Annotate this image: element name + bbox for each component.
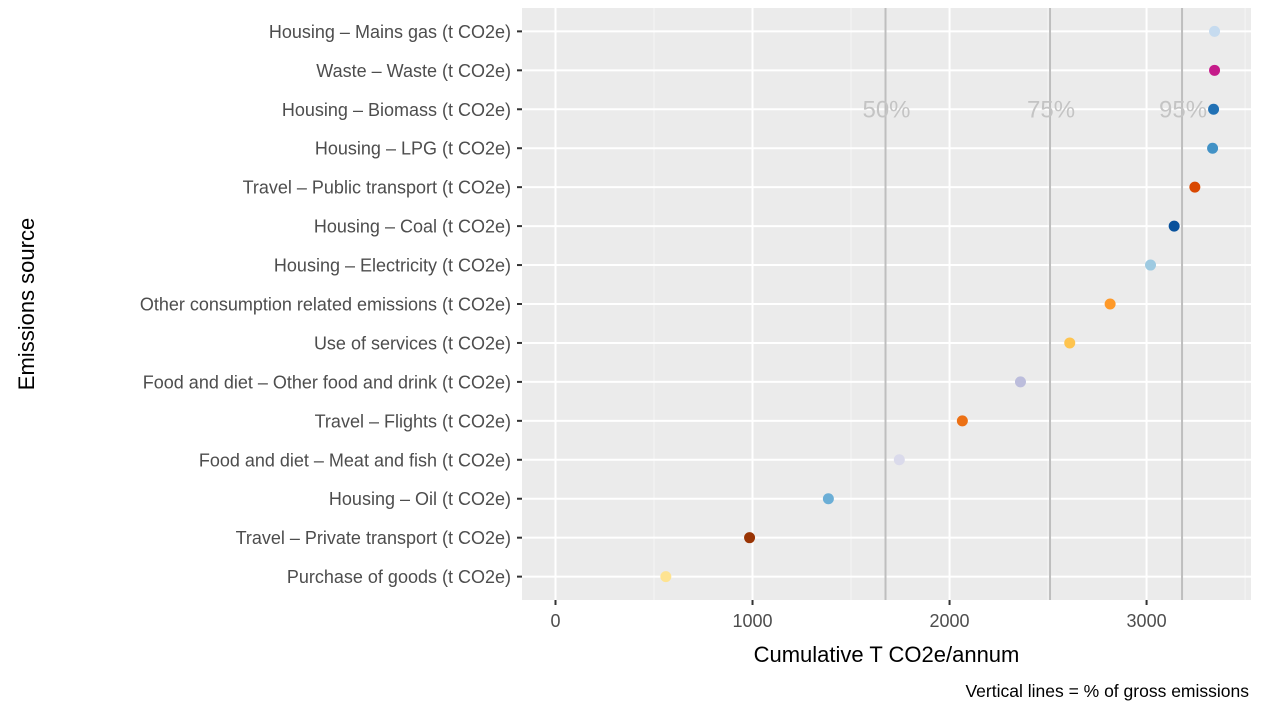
x-axis: 0 1000 2000 3000 <box>550 600 1167 631</box>
x-tick-label: 1000 <box>732 611 772 631</box>
data-point <box>893 454 905 466</box>
data-point <box>744 532 756 544</box>
chart-caption: Vertical lines = % of gross emissions <box>965 681 1249 701</box>
reference-lines: 50% 75% 95% <box>862 8 1207 600</box>
y-tick-label: Food and diet – Meat and fish (t CO2e) <box>199 450 511 470</box>
y-tick-label: Housing – Mains gas (t CO2e) <box>269 22 511 42</box>
y-axis-title: Emissions source <box>14 218 39 390</box>
x-tick-label: 0 <box>550 611 560 631</box>
y-tick-label: Travel – Public transport (t CO2e) <box>243 178 511 198</box>
reference-line-label: 95% <box>1159 96 1207 123</box>
y-tick-label: Housing – Oil (t CO2e) <box>329 489 511 509</box>
x-tick-label: 2000 <box>930 611 970 631</box>
y-tick-label: Food and diet – Other food and drink (t … <box>143 372 511 392</box>
data-points <box>660 25 1221 583</box>
data-point <box>1189 181 1201 193</box>
data-point <box>660 571 672 583</box>
y-tick-label: Housing – Electricity (t CO2e) <box>274 256 511 276</box>
data-point <box>1145 259 1157 271</box>
y-tick-label: Use of services (t CO2e) <box>314 333 511 353</box>
y-tick-label: Housing – LPG (t CO2e) <box>315 139 511 159</box>
y-tick-label: Purchase of goods (t CO2e) <box>287 567 511 587</box>
data-point <box>1209 64 1221 76</box>
y-tick-label: Waste – Waste (t CO2e) <box>316 61 511 81</box>
y-tick-label: Housing – Biomass (t CO2e) <box>282 100 511 120</box>
y-axis: Purchase of goods (t CO2e) Travel – Priva… <box>140 22 522 587</box>
data-point <box>956 415 968 427</box>
reference-line-label: 50% <box>862 96 910 123</box>
y-tick-label: Travel – Flights (t CO2e) <box>315 411 511 431</box>
data-point <box>1014 376 1026 388</box>
y-tick-label: Housing – Coal (t CO2e) <box>314 217 511 237</box>
x-tick-label: 3000 <box>1127 611 1167 631</box>
y-tick-label: Other consumption related emissions (t C… <box>140 295 511 315</box>
data-point <box>1207 142 1219 154</box>
reference-line-label: 75% <box>1027 96 1075 123</box>
x-axis-title: Cumulative T CO2e/annum <box>754 642 1020 667</box>
data-point <box>1104 298 1116 310</box>
y-tick-label: Travel – Private transport (t CO2e) <box>236 528 511 548</box>
data-point <box>1168 220 1180 232</box>
data-point <box>822 493 834 505</box>
data-point <box>1064 337 1076 349</box>
data-point <box>1209 25 1221 37</box>
data-point <box>1208 103 1220 115</box>
